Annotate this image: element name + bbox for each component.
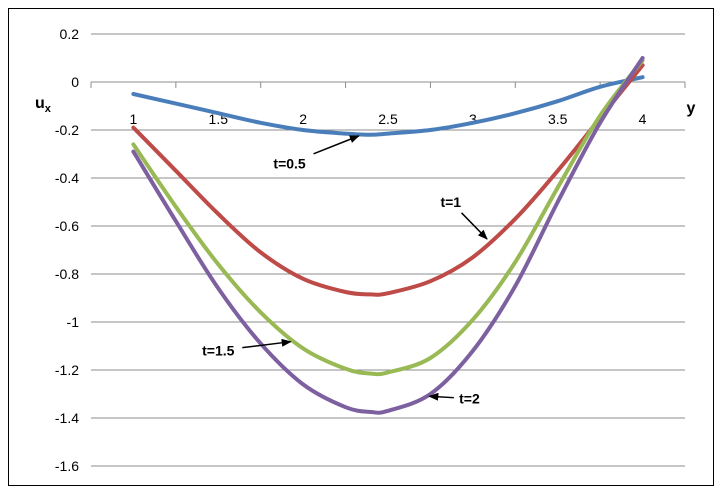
series-lines (131, 56, 645, 415)
x-axis (90, 81, 686, 88)
x-axis-title: y (687, 100, 696, 117)
svg-text:ux: ux (35, 95, 52, 115)
x-tick-label: 2 (299, 111, 307, 127)
series-line-2 (131, 63, 645, 297)
y-tick-label: -1.6 (55, 458, 79, 474)
x-tick-label: 3.5 (548, 111, 568, 127)
x-tick-label: 2.5 (378, 111, 398, 127)
annotation-label: t=1 (440, 194, 461, 210)
y-tick-label: -0.6 (55, 218, 79, 234)
line-chart: 0.20-0.2-0.4-0.6-0.8-1-1.2-1.4-1.6 1 1.5 2… (35, 26, 696, 474)
x-tick-label: 4 (639, 111, 647, 127)
gridlines (91, 33, 685, 467)
chart-frame: 0.2 0 -0.2 -0.4 -0.6 -0.8 -1 -1.2 -1.4 -1.6 1 1.5 2… (8, 8, 714, 486)
y-axis-title-subscript: x (45, 103, 52, 115)
y-tick-labels: 0.2 0 -0.2 -0.4 -0.6 -0.8 -1 -1.2 -1.4 -1.6 (55, 26, 79, 474)
y-tick-label: -1.4 (55, 410, 79, 426)
y-axis-title: ux (35, 95, 52, 115)
y-tick-label: 0 (71, 74, 79, 90)
annotation-arrow (242, 338, 292, 349)
annotation-label: t=1.5 (202, 343, 235, 359)
y-tick-label: 0.2 (60, 26, 80, 42)
y-axis-title-main: u (35, 95, 45, 112)
x-tick-label: 3 (469, 111, 477, 127)
annotation-arrow (428, 392, 454, 401)
y-tick-label: -1.2 (55, 362, 79, 378)
y-tick-label: -0.4 (55, 170, 79, 186)
y-tick-label: -0.8 (55, 266, 79, 282)
y-tick-label: -0.2 (55, 122, 79, 138)
annotation-arrow (460, 212, 488, 240)
series-line-1 (131, 75, 645, 137)
annotation-label: t=0.5 (273, 155, 306, 171)
annotation-arrow (313, 135, 360, 155)
y-tick-label: -1 (67, 314, 80, 330)
series-line-3 (131, 58, 645, 377)
x-tick-labels: 1 1.5 2 2.5 3 3.5 4 (130, 111, 647, 127)
x-tick-label: 1 (130, 111, 138, 127)
series-line-4 (131, 56, 645, 415)
annotations: t=0.5 t=1 t=1.5 t=2 (202, 135, 488, 407)
annotation-label: t=2 (459, 391, 480, 407)
